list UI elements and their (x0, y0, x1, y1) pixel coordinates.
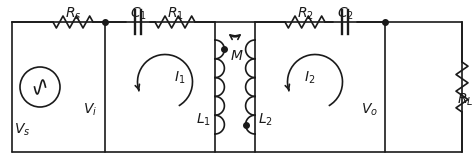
Text: $I_1$: $I_1$ (174, 70, 186, 86)
Text: $L_2$: $L_2$ (257, 112, 273, 128)
Text: $I_2$: $I_2$ (304, 70, 316, 86)
Text: $C_1$: $C_1$ (129, 6, 146, 22)
Text: $R_s$: $R_s$ (65, 6, 81, 22)
Text: $V_o$: $V_o$ (362, 102, 379, 118)
Text: $R_2$: $R_2$ (297, 6, 313, 22)
Text: $C_2$: $C_2$ (337, 6, 354, 22)
Text: $R_L$: $R_L$ (457, 92, 473, 108)
Text: $V_i$: $V_i$ (83, 102, 97, 118)
Text: $R_1$: $R_1$ (166, 6, 183, 22)
Text: $V_s$: $V_s$ (14, 122, 30, 138)
Text: $M$: $M$ (230, 49, 244, 63)
Text: $L_1$: $L_1$ (195, 112, 210, 128)
